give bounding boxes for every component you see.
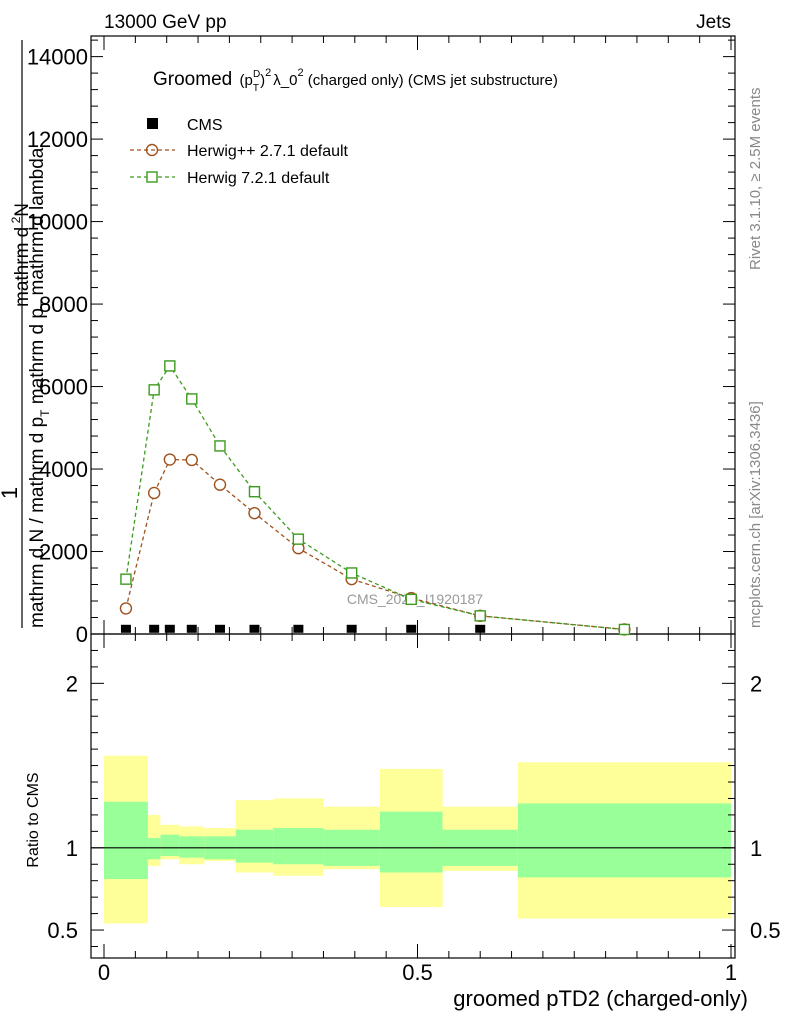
ratio-y-tick-label: 2 bbox=[66, 671, 78, 696]
ratio-inner-band bbox=[379, 811, 443, 873]
main-y-tick-label: 10000 bbox=[27, 210, 88, 235]
herwigpp-point bbox=[248, 506, 261, 520]
ratio-y-tick-label-right: 2 bbox=[750, 671, 762, 696]
herwig7-point bbox=[120, 573, 132, 585]
cms-data-point bbox=[120, 624, 131, 633]
main-y-tick-label: 12000 bbox=[27, 127, 88, 152]
main-y-axis-label: 1 mathrm d 2N mathrm d N / mathrm d pT m… bbox=[0, 40, 52, 628]
ratio-y-tick-label: 1 bbox=[66, 836, 78, 861]
header-jets: Jets bbox=[696, 12, 731, 33]
ratio-ticks: 0.5 0.5 1 1 2 2 0 0.5 1 bbox=[47, 634, 781, 985]
main-ticks: 0 2000 4000 6000 8000 10000 12000 14000 bbox=[27, 36, 735, 647]
x-tick-label: 1 bbox=[725, 960, 737, 985]
cms-data-point bbox=[249, 624, 260, 633]
ratio-y-tick-label-right: 0.5 bbox=[750, 918, 781, 943]
main-y-tick-label: 8000 bbox=[39, 292, 88, 317]
ratio-plot-frame bbox=[90, 633, 736, 959]
herwig7-point bbox=[405, 593, 417, 606]
herwigpp-point bbox=[185, 453, 198, 467]
legend-herwigpp-label: Herwig++ 2.7.1 default bbox=[187, 143, 349, 160]
ratio-inner-band bbox=[147, 837, 161, 860]
x-tick-label: 0 bbox=[98, 960, 110, 985]
herwig7-point bbox=[148, 384, 160, 396]
cms-data-point bbox=[475, 624, 486, 633]
main-y-tick-label: 6000 bbox=[39, 375, 88, 400]
legend-cms-marker bbox=[147, 118, 158, 129]
herwig7-point bbox=[474, 610, 486, 622]
ratio-y-axis-label: Ratio to CMS bbox=[25, 772, 42, 867]
x-axis-label: groomed pTD2 (charged-only) bbox=[453, 986, 748, 1011]
plot-title: Groomed (pTD)2 λ_02 (charged only) (CMS j… bbox=[153, 67, 558, 94]
herwig7-point bbox=[214, 440, 226, 452]
ratio-inner-band bbox=[104, 801, 148, 880]
ratio-bands bbox=[91, 755, 735, 924]
series-line-herwig7 bbox=[125, 364, 625, 631]
legend-cms-label: CMS bbox=[187, 117, 223, 134]
herwig7-point bbox=[248, 486, 261, 498]
main-y-tick-label: 14000 bbox=[27, 45, 88, 70]
main-y-tick-label: 0 bbox=[76, 622, 88, 647]
legend: CMS Herwig++ 2.7.1 default Herwig 7.2.1 … bbox=[130, 117, 349, 187]
cms-data-point bbox=[186, 624, 197, 633]
rivet-label: Rivet 3.1.10, ≥ 2.5M events bbox=[747, 88, 764, 271]
x-tick-label: 0.5 bbox=[402, 960, 433, 985]
ratio-inner-band bbox=[160, 834, 180, 857]
main-y-tick-label: 2000 bbox=[39, 540, 88, 565]
herwig7-point bbox=[292, 533, 305, 545]
legend-herwigpp-marker bbox=[145, 143, 159, 157]
header-energy: 13000 GeV pp bbox=[104, 12, 227, 33]
cms-data-point bbox=[346, 624, 357, 633]
herwig7-point bbox=[345, 567, 358, 579]
herwig7-point bbox=[618, 623, 631, 636]
cms-data-point bbox=[149, 624, 160, 633]
herwigpp-point bbox=[213, 478, 227, 491]
herwig7-point bbox=[164, 360, 176, 372]
herwigpp-point bbox=[163, 453, 177, 466]
cms-data-point bbox=[406, 624, 417, 633]
ratio-inner-band bbox=[235, 829, 274, 863]
main-y-tick-label: 4000 bbox=[39, 457, 88, 482]
herwig7-point bbox=[186, 393, 198, 405]
cms-data-point bbox=[214, 624, 225, 633]
legend-herwig7-marker bbox=[146, 171, 158, 183]
ratio-inner-band bbox=[179, 836, 205, 858]
herwigpp-point bbox=[119, 602, 133, 615]
ratio-inner-band bbox=[517, 803, 731, 878]
legend-herwig7-label: Herwig 7.2.1 default bbox=[187, 170, 330, 187]
mcplots-label: mcplots.cern.ch [arXiv:1306.3436] bbox=[747, 401, 764, 628]
cms-data-point bbox=[164, 624, 175, 633]
ratio-inner-band bbox=[273, 828, 324, 865]
ratio-y-tick-label-right: 1 bbox=[750, 836, 762, 861]
herwigpp-point bbox=[147, 486, 161, 500]
y-label-one: 1 bbox=[0, 487, 22, 499]
series-layer bbox=[119, 360, 631, 636]
y-label-denominator: mathrm d N / mathrm d pT mathrm d pT mat… bbox=[27, 147, 52, 628]
cms-data-point bbox=[293, 624, 304, 633]
ratio-y-tick-label: 0.5 bbox=[47, 918, 78, 943]
